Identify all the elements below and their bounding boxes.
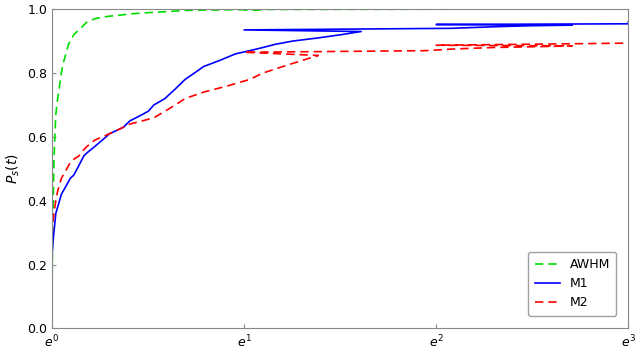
AWHM	[48, 326, 56, 331]
AWHM	[58, 71, 65, 75]
AWHM	[83, 20, 91, 24]
M2	[246, 77, 253, 81]
M1	[625, 20, 632, 24]
M2	[58, 176, 65, 181]
AWHM	[161, 10, 169, 14]
AWHM	[181, 8, 189, 13]
AWHM	[61, 55, 69, 59]
AWHM	[490, 7, 498, 11]
M2	[75, 154, 83, 158]
M2	[80, 148, 88, 152]
M2	[447, 47, 455, 51]
AWHM	[172, 9, 179, 13]
AWHM	[49, 237, 56, 241]
M1	[172, 87, 179, 91]
M1	[161, 96, 169, 101]
M1	[191, 71, 198, 75]
M1	[289, 39, 296, 43]
AWHM	[51, 135, 59, 139]
M2	[568, 44, 576, 48]
AWHM	[74, 29, 81, 34]
AWHM	[99, 15, 106, 19]
AWHM	[56, 84, 63, 88]
AWHM	[60, 61, 67, 65]
AWHM	[106, 14, 113, 18]
M2	[52, 199, 60, 203]
M2	[200, 90, 207, 94]
M1	[490, 24, 498, 29]
M1	[70, 173, 77, 177]
M2	[99, 135, 106, 139]
M2	[63, 167, 70, 171]
AWHM	[54, 96, 61, 101]
M2	[490, 45, 498, 50]
M2	[54, 189, 61, 193]
AWHM	[70, 33, 77, 37]
M2	[259, 71, 267, 75]
M2	[240, 50, 248, 55]
M2	[625, 32, 632, 36]
AWHM	[150, 10, 157, 15]
M2	[48, 230, 56, 235]
M2	[181, 96, 189, 101]
Line: M2: M2	[52, 34, 640, 329]
AWHM	[52, 112, 60, 116]
AWHM	[67, 39, 74, 43]
M2	[289, 61, 296, 65]
AWHM	[50, 160, 58, 165]
M2	[83, 144, 91, 149]
AWHM	[625, 7, 632, 11]
Legend: AWHM, M1, M2: AWHM, M1, M2	[529, 252, 616, 316]
AWHM	[200, 8, 207, 12]
M2	[106, 132, 113, 136]
M2	[422, 48, 429, 53]
M2	[113, 129, 120, 133]
M2	[172, 103, 179, 107]
M2	[433, 43, 440, 47]
M2	[56, 183, 63, 187]
M2	[70, 157, 77, 161]
AWHM	[224, 8, 232, 12]
M2	[224, 84, 232, 88]
Line: M1: M1	[52, 22, 640, 329]
M1	[48, 326, 56, 331]
M2	[91, 138, 99, 142]
M2	[138, 119, 146, 123]
AWHM	[240, 7, 248, 12]
AWHM	[77, 26, 84, 30]
M2	[525, 45, 533, 49]
AWHM	[48, 326, 56, 331]
M2	[126, 122, 134, 126]
M2	[48, 326, 56, 331]
AWHM	[126, 12, 134, 16]
AWHM	[138, 11, 146, 15]
AWHM	[49, 262, 56, 267]
Y-axis label: $P_s(t)$: $P_s(t)$	[4, 153, 22, 184]
M2	[49, 221, 57, 225]
M2	[51, 205, 59, 209]
M2	[150, 115, 157, 120]
AWHM	[63, 48, 70, 53]
AWHM	[91, 17, 99, 21]
AWHM	[259, 7, 267, 12]
M2	[67, 160, 74, 165]
M2	[314, 53, 322, 58]
M2	[50, 211, 58, 216]
AWHM	[50, 183, 58, 187]
M2	[60, 173, 67, 177]
AWHM	[49, 278, 56, 282]
Line: AWHM: AWHM	[52, 9, 628, 329]
AWHM	[113, 13, 120, 18]
AWHM	[65, 42, 72, 46]
AWHM	[49, 215, 57, 219]
M2	[161, 109, 169, 113]
AWHM	[80, 23, 88, 27]
AWHM	[433, 7, 440, 11]
